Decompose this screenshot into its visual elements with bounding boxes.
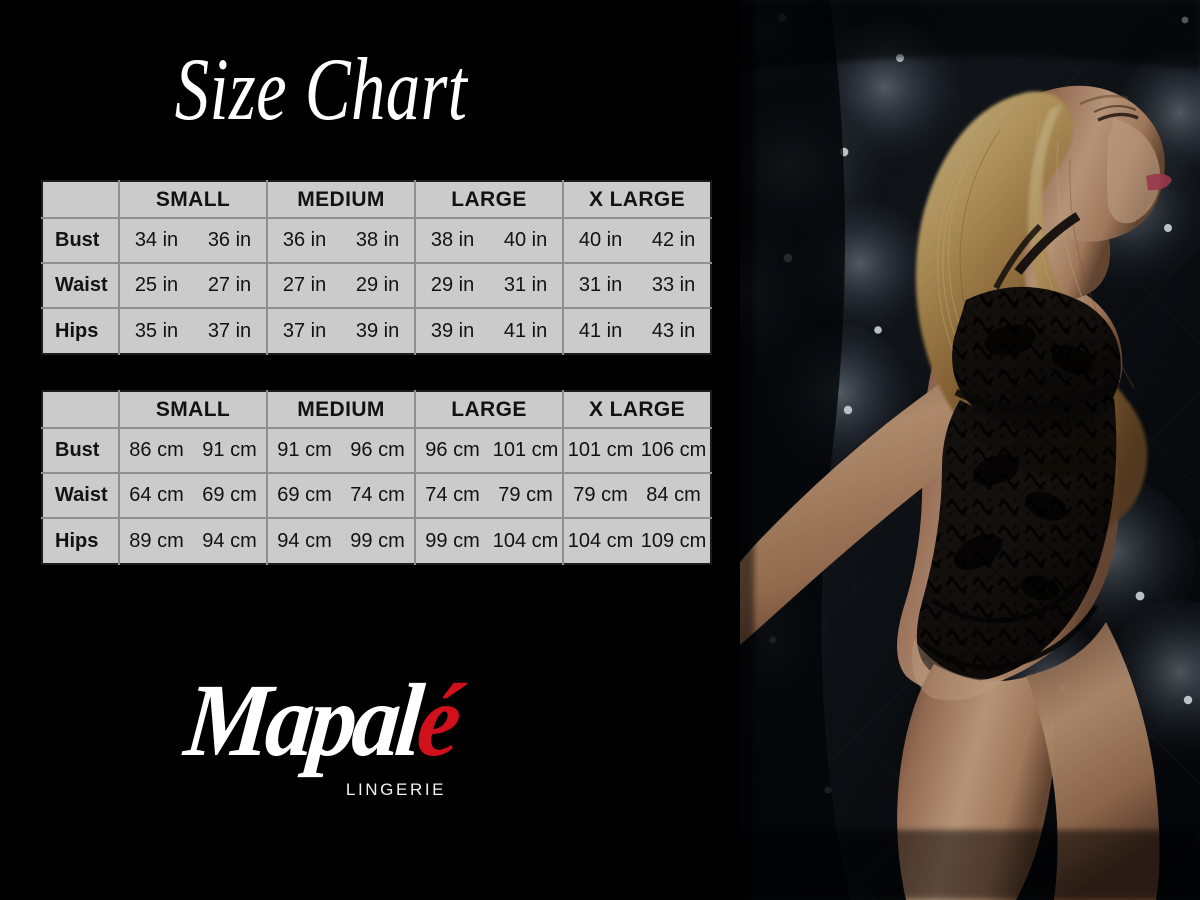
row-label-waist: Waist: [42, 472, 120, 518]
cell-bust-large-max: 40 in: [489, 218, 565, 263]
row-label-hips: Hips: [42, 517, 120, 564]
column-header-large: LARGE: [415, 391, 565, 429]
column-header-small: SMALL: [119, 391, 269, 429]
row-label-bust: Bust: [42, 218, 120, 263]
cell-hips-small-min: 35 in: [119, 307, 193, 354]
table-row: Waist 25 in 27 in 27 in 29 in 29 in 31 i…: [42, 262, 712, 308]
column-header-xlarge: X LARGE: [563, 391, 712, 429]
cell-waist-large-min: 74 cm: [415, 472, 490, 518]
cell-hips-large-min: 99 cm: [415, 517, 490, 564]
table-corner-cell: [42, 391, 120, 429]
cell-bust-small-max: 91 cm: [193, 428, 269, 473]
size-table-inches: SMALL MEDIUM LARGE X LARGE Bust 34 in 36…: [41, 180, 713, 355]
cell-hips-large-min: 39 in: [415, 307, 490, 354]
column-header-medium: MEDIUM: [267, 391, 417, 429]
cell-waist-large-max: 79 cm: [489, 472, 565, 518]
table-row: Waist 64 cm 69 cm 69 cm 74 cm 74 cm 79 c…: [42, 472, 712, 518]
cell-bust-large-min: 96 cm: [415, 428, 490, 473]
cell-bust-small-max: 36 in: [193, 218, 269, 263]
table-header-row: SMALL MEDIUM LARGE X LARGE: [42, 391, 712, 429]
cell-waist-medium-min: 27 in: [267, 262, 342, 308]
size-table-centimeters: SMALL MEDIUM LARGE X LARGE Bust 86 cm 91…: [41, 390, 713, 565]
brand-tagline: LINGERIE: [345, 780, 447, 799]
column-header-large: LARGE: [415, 181, 565, 219]
cell-waist-medium-max: 74 cm: [341, 472, 417, 518]
cell-bust-medium-min: 91 cm: [267, 428, 342, 473]
cell-bust-medium-max: 38 in: [341, 218, 417, 263]
cell-hips-medium-min: 94 cm: [267, 517, 342, 564]
cell-hips-xlarge-min: 104 cm: [563, 517, 638, 564]
table-corner-cell: [42, 181, 120, 219]
cell-hips-medium-min: 37 in: [267, 307, 342, 354]
row-label-bust: Bust: [42, 428, 120, 473]
cell-waist-medium-max: 29 in: [341, 262, 417, 308]
row-label-hips: Hips: [42, 307, 120, 354]
cell-bust-small-min: 34 in: [119, 218, 193, 263]
table-row: Bust 86 cm 91 cm 91 cm 96 cm 96 cm 101 c…: [42, 428, 712, 473]
cell-bust-small-min: 86 cm: [119, 428, 193, 473]
cell-hips-xlarge-max: 109 cm: [637, 517, 712, 564]
cell-hips-medium-max: 39 in: [341, 307, 417, 354]
table-row: Hips 89 cm 94 cm 94 cm 99 cm 99 cm 104 c…: [42, 517, 712, 564]
cell-waist-small-max: 27 in: [193, 262, 269, 308]
cell-bust-large-min: 38 in: [415, 218, 490, 263]
cell-hips-small-max: 37 in: [193, 307, 269, 354]
cell-waist-medium-min: 69 cm: [267, 472, 342, 518]
cell-bust-large-max: 101 cm: [489, 428, 565, 473]
model-photo: [710, 0, 1200, 900]
cell-waist-xlarge-max: 84 cm: [637, 472, 712, 518]
cell-waist-large-max: 31 in: [489, 262, 565, 308]
model-photo-illustration: [710, 0, 1200, 900]
cell-hips-xlarge-min: 41 in: [563, 307, 638, 354]
cell-bust-xlarge-max: 106 cm: [637, 428, 712, 473]
cell-waist-small-min: 25 in: [119, 262, 193, 308]
cell-bust-xlarge-min: 101 cm: [563, 428, 638, 473]
brand-name-wordmark: Mapalé: [58, 662, 585, 780]
cell-waist-large-min: 29 in: [415, 262, 490, 308]
table-row: Bust 34 in 36 in 36 in 38 in 38 in 40 in…: [42, 218, 712, 263]
column-header-medium: MEDIUM: [267, 181, 417, 219]
cell-waist-small-max: 69 cm: [193, 472, 269, 518]
cell-hips-medium-max: 99 cm: [341, 517, 417, 564]
cell-waist-xlarge-min: 79 cm: [563, 472, 638, 518]
row-label-waist: Waist: [42, 262, 120, 308]
column-header-xlarge: X LARGE: [563, 181, 712, 219]
brand-name-text: Mapal: [180, 663, 424, 778]
cell-hips-xlarge-max: 43 in: [637, 307, 712, 354]
brand-logo: Mapalé LINGERIE: [41, 662, 601, 822]
cell-hips-small-min: 89 cm: [119, 517, 193, 564]
cell-hips-large-max: 104 cm: [489, 517, 565, 564]
table-header-row: SMALL MEDIUM LARGE X LARGE: [42, 181, 712, 219]
cell-waist-xlarge-max: 33 in: [637, 262, 712, 308]
table-row: Hips 35 in 37 in 37 in 39 in 39 in 41 in…: [42, 307, 712, 354]
cell-bust-xlarge-min: 40 in: [563, 218, 638, 263]
cell-hips-large-max: 41 in: [489, 307, 565, 354]
cell-bust-medium-min: 36 in: [267, 218, 342, 263]
cell-bust-medium-max: 96 cm: [341, 428, 417, 473]
left-content-panel: Size Chart SMALL MEDIUM LARGE X LARGE Bu…: [41, 39, 713, 822]
cell-waist-xlarge-min: 31 in: [563, 262, 638, 308]
cell-hips-small-max: 94 cm: [193, 517, 269, 564]
column-header-small: SMALL: [119, 181, 269, 219]
cell-bust-xlarge-max: 42 in: [637, 218, 712, 263]
page-title: Size Chart: [174, 39, 468, 139]
cell-waist-small-min: 64 cm: [119, 472, 193, 518]
